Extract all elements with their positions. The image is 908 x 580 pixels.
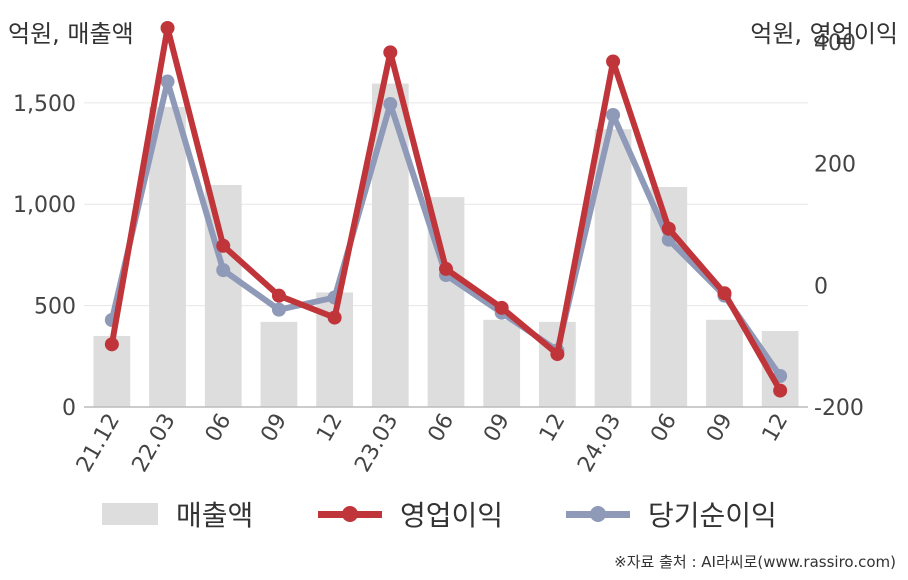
point-operating-profit [494,300,509,315]
x-tick-label: 09 [479,410,515,447]
point-operating-profit [327,310,342,325]
point-operating-profit [216,238,231,253]
point-net-income [383,97,398,112]
point-operating-profit [606,54,621,69]
right-y-tick-label: -200 [814,396,864,421]
x-tick-label: 21.12 [72,410,125,477]
point-operating-profit [550,347,565,362]
combo-chart: 0 500 1,000 1,500 -200 0 200 400 21.12 22.03 06 09 1… [13,21,864,477]
point-operating-profit [661,221,676,236]
x-tick-label: 23.03 [350,410,403,477]
legend-label-operating-profit: 영업이익 [400,499,504,532]
left-y-tick-label: 0 [62,396,76,421]
bar-sales [483,319,521,407]
point-operating-profit [104,337,119,352]
source-note: ※자료 출처 : AI라씨로(www.rassiro.com) [614,553,896,571]
x-tick-label: 12 [535,410,571,447]
x-tick-label: 06 [646,410,682,447]
point-operating-profit [717,286,732,301]
bar-series-sales [93,83,799,407]
point-operating-profit [160,21,175,36]
legend-item-operating-profit: 영업이익 [318,492,503,536]
legend-label-sales: 매출액 [176,499,254,532]
x-tick-label: 12 [758,410,794,447]
x-tick-label: 22.03 [128,410,181,477]
left-axis-unit-label: 억원, 매출액 [8,20,134,48]
line-series [104,21,788,398]
x-tick-label: 06 [201,410,237,447]
bar-sales [706,319,743,407]
legend-swatch-sales [102,503,158,525]
bar-sales [539,321,576,407]
x-tick-label: 06 [424,410,460,447]
legend-swatch-operating-profit [318,503,382,525]
point-net-income [271,302,286,317]
legend: 매출액 영업이익 당기순이익 [0,492,908,536]
legend-label-net-income: 당기순이익 [648,499,777,532]
bar-sales [260,321,298,407]
point-operating-profit [271,288,286,303]
point-operating-profit [439,261,453,276]
left-y-tick-label: 1,500 [13,92,76,117]
x-tick-label: 09 [256,410,292,447]
point-net-income [606,108,621,122]
bar-sales [149,106,186,407]
right-y-tick-label: 400 [814,31,856,56]
right-y-tick-label: 0 [814,274,828,299]
legend-item-sales: 매출액 [102,492,253,536]
legend-swatch-net-income [566,503,630,525]
x-tick-label: 09 [702,410,738,447]
right-y-tick-label: 200 [814,153,856,178]
left-y-tick-label: 1,000 [13,193,76,218]
right-axis-unit-label: 억원, 영업이익 [750,20,898,48]
point-operating-profit [773,383,788,398]
x-tick-label: 12 [312,410,348,447]
point-net-income [216,263,231,278]
left-y-tick-label: 500 [34,295,76,320]
x-tick-label: 24.03 [573,410,626,477]
point-net-income [160,74,175,89]
bar-sales [371,83,409,407]
point-operating-profit [383,45,398,60]
legend-item-net-income: 당기순이익 [566,492,777,536]
